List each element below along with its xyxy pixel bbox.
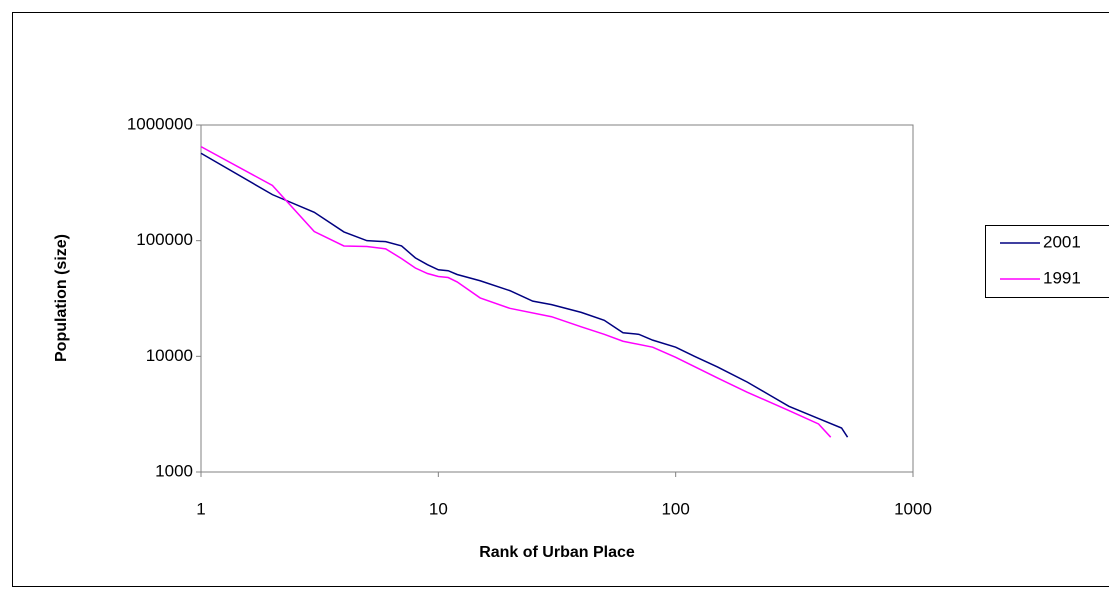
x-tick-label: 10 [429, 499, 448, 518]
x-tick-label: 1000 [894, 499, 932, 518]
y-axis-label: Population (size) [53, 234, 70, 362]
x-tick-label: 1 [196, 499, 205, 518]
x-axis-label: Rank of Urban Place [479, 544, 635, 561]
series-line [200, 145, 832, 438]
x-tick-label: 100 [661, 499, 689, 518]
legend-label: 2001 [1043, 232, 1081, 251]
y-tick-label: 1000000 [127, 114, 193, 133]
plot-area [200, 124, 914, 473]
legend-label: 1991 [1043, 268, 1081, 287]
series-line [200, 152, 849, 438]
y-tick-label: 100000 [136, 230, 193, 249]
y-tick-label: 10000 [146, 346, 193, 365]
legend-box [985, 225, 1109, 298]
y-tick-label: 1000 [155, 461, 193, 480]
chart-frame [12, 12, 1109, 587]
